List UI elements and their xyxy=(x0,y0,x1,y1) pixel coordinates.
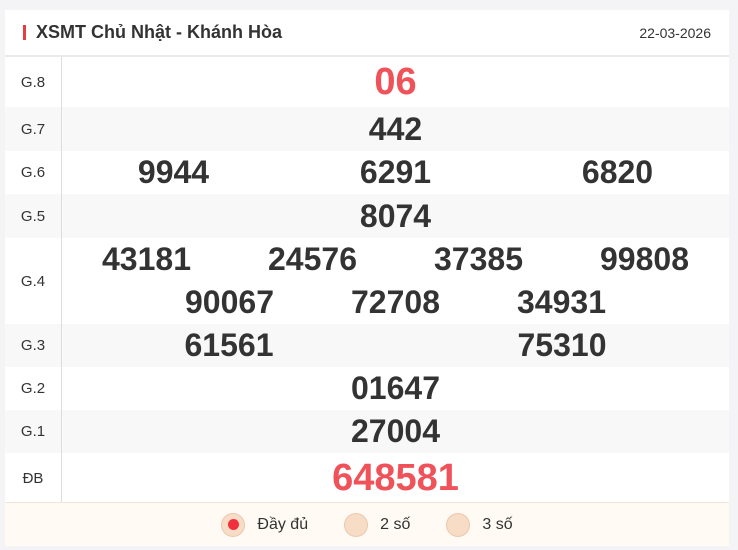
option-label: 2 số xyxy=(380,515,411,533)
prize-number: 34931 xyxy=(517,284,606,320)
prize-numbers: 27004 xyxy=(62,410,729,453)
prize-number: 01647 xyxy=(351,370,440,406)
radio-button[interactable] xyxy=(344,512,369,537)
prize-row-g8: G.8 06 xyxy=(5,57,729,107)
results-header: XSMT Chủ Nhật - Khánh Hòa 22-03-2026 xyxy=(5,10,729,57)
prize-row-g3: G.3 61561 75310 xyxy=(5,324,729,367)
prize-label: ĐB xyxy=(5,453,62,503)
prize-number: 72708 xyxy=(351,284,440,320)
prize-numbers: 06 xyxy=(62,57,729,107)
prize-label: G.5 xyxy=(5,194,62,238)
prize-label: G.8 xyxy=(5,57,62,107)
prize-number: 8074 xyxy=(359,197,432,234)
results-table: G.8 06 G.7 442 G.6 9944 6291 6820 G.5 8074 G.4 4318… xyxy=(5,57,729,503)
prize-numbers: 442 xyxy=(62,107,729,151)
prize-numbers: 9944 6291 6820 xyxy=(62,151,729,194)
prize-label: G.2 xyxy=(5,367,62,410)
option-label: 3 số xyxy=(482,515,513,533)
title-text[interactable]: XSMT Chủ Nhật - Khánh Hòa xyxy=(36,22,282,42)
prize-row-g2: G.2 01647 xyxy=(5,367,729,410)
prize-number: 9944 xyxy=(137,154,210,190)
display-option-1[interactable]: 2 số xyxy=(344,512,411,537)
prize-row-g5: G.5 8074 xyxy=(5,194,729,238)
prize-numbers: 61561 75310 xyxy=(62,324,729,367)
prize-number: 37385 xyxy=(434,241,523,277)
prize-label: G.4 xyxy=(5,238,62,324)
prize-number: 75310 xyxy=(517,327,607,363)
prize-number: 6820 xyxy=(581,154,654,190)
option-label: Đầy đủ xyxy=(257,515,309,533)
prize-label: G.1 xyxy=(5,410,62,453)
prize-row-g6: G.6 9944 6291 6820 xyxy=(5,151,729,194)
display-mode-options: Đầy đủ 2 số 3 số xyxy=(5,502,729,546)
prize-row-g7: G.7 442 xyxy=(5,107,729,151)
prize-number: 24576 xyxy=(268,241,357,277)
prize-label: G.7 xyxy=(5,107,62,151)
radio-button[interactable] xyxy=(446,512,471,537)
display-option-2[interactable]: 3 số xyxy=(446,512,513,537)
prize-number: 99808 xyxy=(600,241,689,277)
title-accent-bar xyxy=(23,25,26,40)
prize-label: G.6 xyxy=(5,151,62,194)
prize-number: 442 xyxy=(368,110,423,147)
prize-numbers: 01647 xyxy=(62,367,729,410)
display-option-0[interactable]: Đầy đủ xyxy=(221,512,309,537)
prize-row-đb: ĐB 648581 xyxy=(5,453,729,503)
prize-numbers: 8074 xyxy=(62,194,729,238)
prize-number: 61561 xyxy=(184,327,274,363)
prize-number: 90067 xyxy=(185,284,274,320)
results-title: XSMT Chủ Nhật - Khánh Hòa xyxy=(23,22,282,43)
prize-row-g1: G.1 27004 xyxy=(5,410,729,453)
prize-row-g4: G.4 43181 24576 37385 99808 90067 72708 34931 xyxy=(5,238,729,324)
prize-label: G.3 xyxy=(5,324,62,367)
radio-selected-dot xyxy=(227,519,239,530)
prize-numbers: 43181 24576 37385 99808 90067 72708 34931 xyxy=(62,238,729,324)
draw-date: 22-03-2026 xyxy=(639,24,711,41)
results-card: XSMT Chủ Nhật - Khánh Hòa 22-03-2026 G.8… xyxy=(5,10,729,503)
prize-number: 27004 xyxy=(351,413,440,449)
prize-number: 43181 xyxy=(102,241,191,277)
prize-number: 648581 xyxy=(332,457,459,499)
prize-number: 06 xyxy=(374,61,417,103)
prize-numbers: 648581 xyxy=(62,453,729,503)
prize-number: 6291 xyxy=(359,154,432,190)
radio-button[interactable] xyxy=(221,512,246,537)
